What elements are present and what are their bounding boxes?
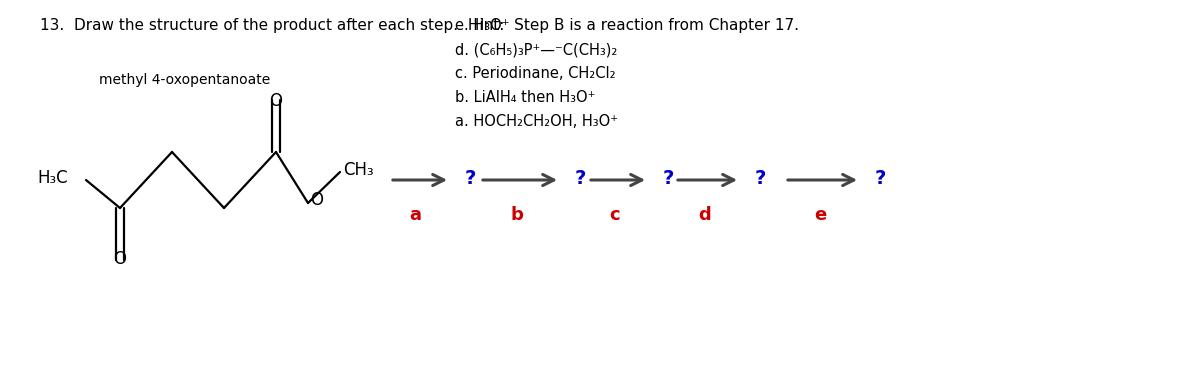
Text: O: O [270,92,282,110]
Text: ?: ? [466,168,476,188]
Text: e. H₃O⁺: e. H₃O⁺ [455,18,510,34]
Text: O: O [114,250,126,268]
Text: methyl 4-oxopentanoate: methyl 4-oxopentanoate [100,73,271,87]
Text: ?: ? [755,168,767,188]
Text: c. Periodinane, CH₂Cl₂: c. Periodinane, CH₂Cl₂ [455,67,616,81]
Text: O: O [310,191,323,209]
Text: a. HOCH₂CH₂OH, H₃O⁺: a. HOCH₂CH₂OH, H₃O⁺ [455,114,618,130]
Text: ?: ? [575,168,587,188]
Text: ?: ? [875,168,887,188]
Text: d: d [698,206,712,224]
Text: ?: ? [662,168,674,188]
Text: c: c [610,206,620,224]
Text: CH₃: CH₃ [343,161,373,179]
Text: b: b [510,206,523,224]
Text: H₃C: H₃C [37,169,68,187]
Text: b. LiAlH₄ then H₃O⁺: b. LiAlH₄ then H₃O⁺ [455,91,595,105]
Text: d. (C₆H₅)₃P⁺—⁻C(CH₃)₂: d. (C₆H₅)₃P⁺—⁻C(CH₃)₂ [455,43,617,57]
Text: e: e [814,206,826,224]
Text: a: a [409,206,421,224]
Text: 13.  Draw the structure of the product after each step.  Hint:  Step B is a reac: 13. Draw the structure of the product af… [40,18,799,33]
